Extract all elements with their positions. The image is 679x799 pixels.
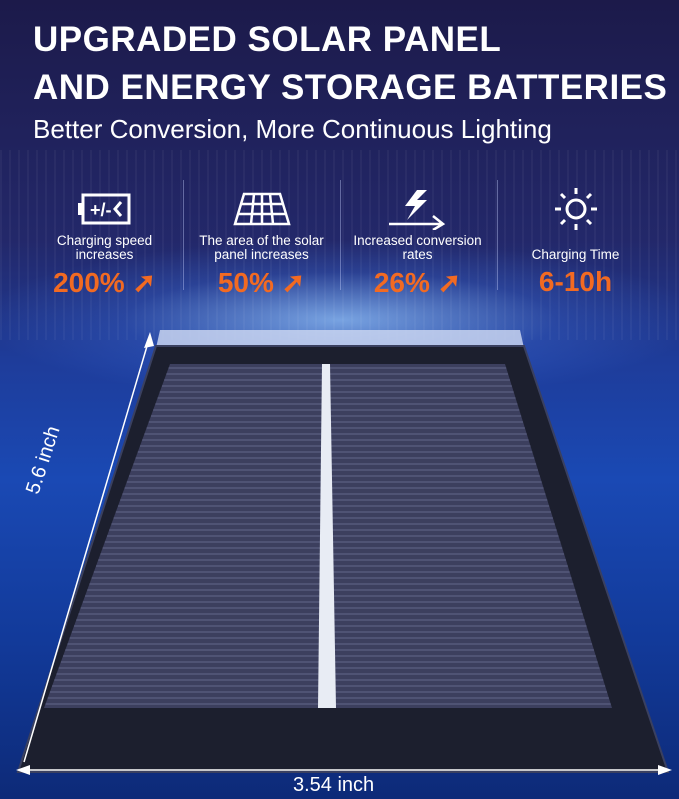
feature-value: 6-10h: [538, 266, 613, 297]
feature-value: 26%: [373, 267, 430, 298]
feature-charging-speed: +/- Charging speed increases 200% ➚: [27, 188, 182, 299]
solar-panel-icon: [184, 188, 339, 230]
feature-label: The area of the solar panel increases: [199, 233, 324, 262]
panel-crystal-edge: [156, 330, 524, 348]
battery-charging-icon: +/-: [27, 188, 182, 230]
panel-bus-bar: [318, 364, 336, 708]
feature-label: Increased conversion rates: [353, 233, 482, 262]
subtitle: Better Conversion, More Continuous Light…: [33, 114, 552, 144]
feature-panel-area: The area of the solar panel increases 50…: [184, 188, 339, 299]
height-dimension-arrow: [23, 335, 151, 763]
feature-label: Charging Time: [531, 247, 620, 262]
background-stripes: [0, 150, 679, 340]
arrowhead: [144, 332, 154, 348]
feature-conversion-rate: Increased conversion rates 26% ➚: [340, 188, 495, 299]
headline-line-2: AND ENERGY STORAGE BATTERIES: [33, 68, 668, 107]
headline-line-1: UPGRADED SOLAR PANEL: [33, 20, 502, 59]
divider: [497, 180, 498, 290]
divider: [183, 180, 184, 290]
arrow-up-icon: ➚: [273, 267, 306, 298]
feature-value: 200%: [53, 267, 125, 298]
width-dimension-label: 3.54 inch: [293, 774, 375, 796]
svg-text:+/-: +/-: [90, 200, 112, 220]
arrowhead: [658, 765, 672, 775]
sun-icon: [498, 188, 653, 230]
arrow-up-icon: ➚: [124, 267, 156, 298]
feature-value: 50%: [217, 267, 274, 298]
arrow-up-icon: ➚: [429, 267, 462, 298]
arrowhead: [16, 765, 30, 775]
feature-charging-time: Charging Time 6-10h: [498, 188, 653, 298]
divider: [340, 180, 341, 290]
feature-label: Charging speed increases: [56, 233, 153, 262]
lightning-arrow-icon: [340, 188, 495, 230]
